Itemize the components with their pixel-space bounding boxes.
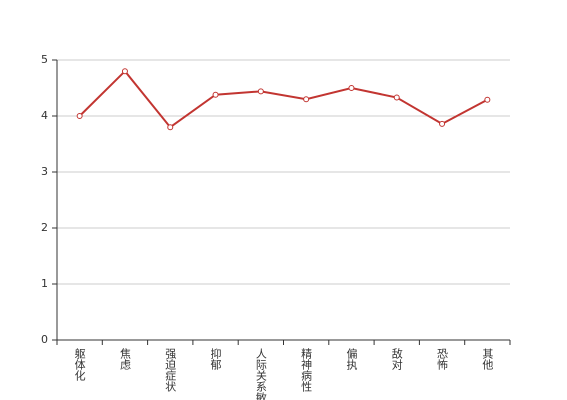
x-tick-label: 人际关系敏感 (254, 348, 267, 400)
point (303, 96, 310, 103)
x-tick-label: 敌对 (390, 347, 403, 370)
point (439, 120, 446, 127)
point (393, 94, 400, 101)
x-tick-label: 抑郁 (209, 347, 222, 370)
x-tick-label: 强迫症状 (164, 348, 177, 392)
y-tick-label: 2 (41, 221, 48, 234)
point (348, 85, 355, 91)
point (167, 124, 174, 131)
y-tick-label: 4 (41, 109, 48, 122)
x-tick-label: 恐怖 (436, 348, 449, 370)
point (212, 91, 219, 98)
x-tick-label: 精神病性 (300, 348, 313, 393)
point (484, 96, 491, 103)
x-tick-label: 偏执 (345, 347, 358, 371)
x-tick-label: 其他 (481, 348, 494, 370)
y-tick-label: 5 (41, 53, 48, 66)
x-tick-label: 焦虑 (118, 348, 131, 370)
x-tick-label: 躯体化 (73, 348, 86, 382)
y-tick-label: 1 (41, 277, 48, 290)
point (121, 68, 128, 75)
point (76, 113, 83, 119)
y-tick-label: 3 (41, 165, 48, 178)
line (78, 69, 488, 129)
y-tick-label: 0 (41, 333, 48, 346)
point (257, 88, 264, 95)
